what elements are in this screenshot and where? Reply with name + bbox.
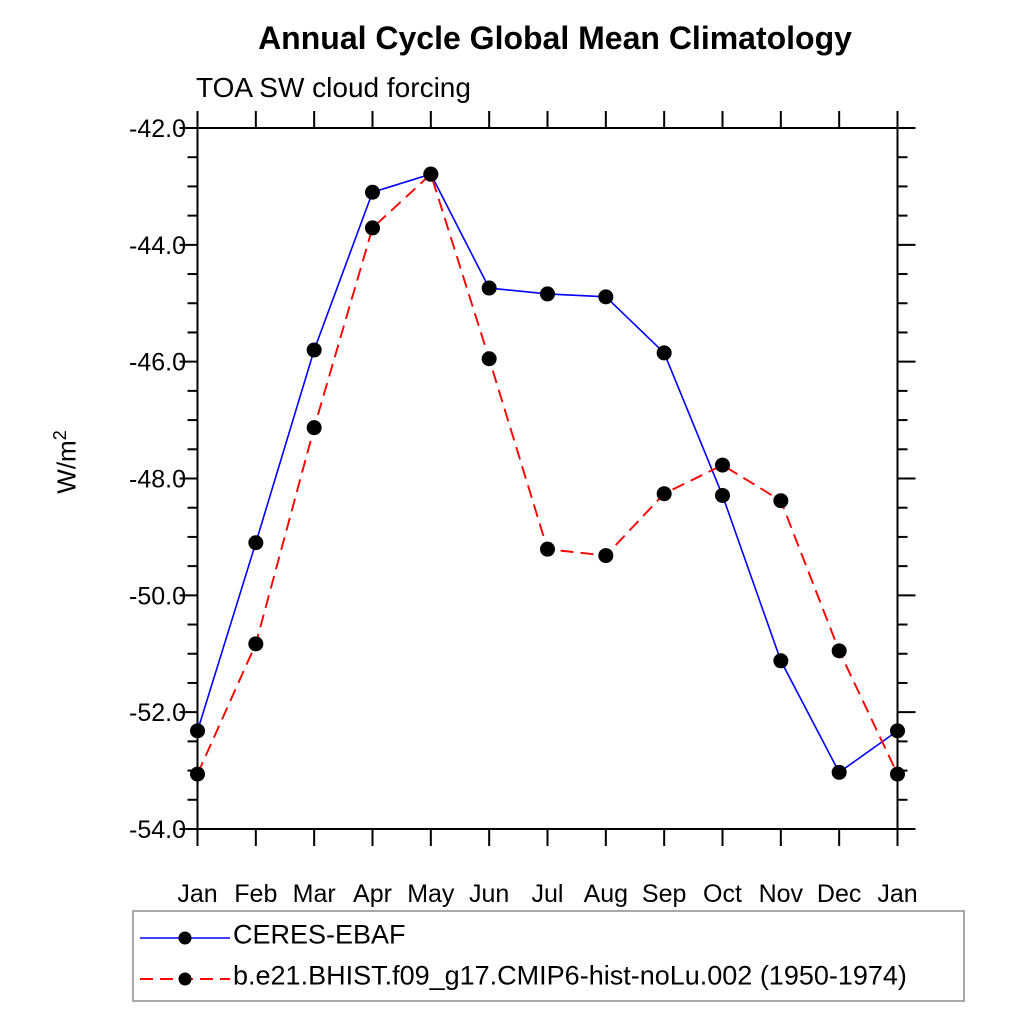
data-point-marker [656,486,672,502]
plot-frame [196,127,899,830]
x-tick-label: Jan [877,880,917,908]
y-tick-label: -46.0 [129,349,186,377]
data-point-marker [715,457,730,473]
y-tick-label: -44.0 [129,232,186,260]
x-tick-label: May [407,880,455,908]
data-point-marker [773,493,789,509]
data-point-marker [890,723,905,739]
legend-entry-ceres-ebaf: CERES-EBAF [134,914,963,958]
data-point-marker [831,643,847,659]
data-point-marker [773,653,789,669]
data-point-marker [423,166,439,182]
series-1 [190,166,905,782]
y-tick-label: -50.0 [129,582,186,610]
x-tick-label: Oct [703,880,742,908]
y-tick-label: -48.0 [129,466,186,494]
series-line-0 [196,173,898,774]
x-tick-label: Mar [293,880,336,908]
data-point-marker [831,764,847,780]
x-tick-label: Aug [584,880,628,908]
x-tick-label: Sep [642,880,686,908]
chart-title: Annual Cycle Global Mean Climatology [258,20,852,56]
legend-label-model: b.e21.BHIST.f09_g17.CMIP6-hist-noLu.002 … [233,960,907,991]
y-axis-ticks-and-labels: -42.0 -44.0 -46.0 -48.0 -50.0 -52.0 -54.0 [129,115,916,844]
data-point-marker [715,487,730,503]
x-axis-ticks-and-labels: Jan Feb Mar Apr May Jun Jul Aug Sep Oct Nov Dec Jan [177,111,918,908]
data-point-marker [481,351,497,367]
series-0 [190,166,905,780]
data-point-marker [365,184,380,200]
y-tick-label: -42.0 [129,115,186,143]
data-point-marker [248,535,264,551]
data-point-marker [481,280,497,296]
data-point-marker [540,541,555,557]
data-point-marker [598,548,614,564]
x-tick-label: Nov [759,880,804,908]
data-point-marker [190,723,205,739]
x-tick-label: Dec [817,880,861,908]
y-tick-label: -52.0 [129,699,186,727]
x-tick-label: Feb [234,880,277,908]
chart-subtitle: TOA SW cloud forcing [196,72,471,103]
data-point-marker [540,286,555,302]
data-point-marker [190,766,205,782]
data-point-marker [890,766,905,782]
legend-line-sample-solid [140,931,230,945]
legend-label-ceres-ebaf: CERES-EBAF [233,919,406,950]
legend: CERES-EBAF b.e21.BHIST.f09_g17.CMIP6-his… [132,910,965,1002]
x-tick-label: Jun [469,880,509,908]
data-point-marker [656,345,672,361]
data-point-marker [598,289,614,305]
data-point-marker [306,342,322,358]
x-tick-label: Jul [532,880,564,908]
x-tick-label: Jan [177,880,217,908]
data-point-marker [248,636,264,652]
y-tick-label: -54.0 [129,816,186,844]
legend-line-sample-dashed [140,972,230,986]
data-point-marker [306,420,322,436]
x-tick-label: Apr [353,880,392,908]
legend-entry-model: b.e21.BHIST.f09_g17.CMIP6-hist-noLu.002 … [134,955,963,999]
data-point-marker [365,220,380,236]
